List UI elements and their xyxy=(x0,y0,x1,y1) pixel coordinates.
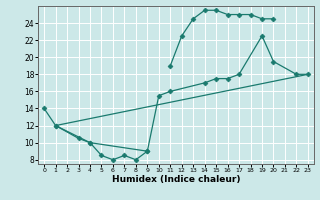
X-axis label: Humidex (Indice chaleur): Humidex (Indice chaleur) xyxy=(112,175,240,184)
